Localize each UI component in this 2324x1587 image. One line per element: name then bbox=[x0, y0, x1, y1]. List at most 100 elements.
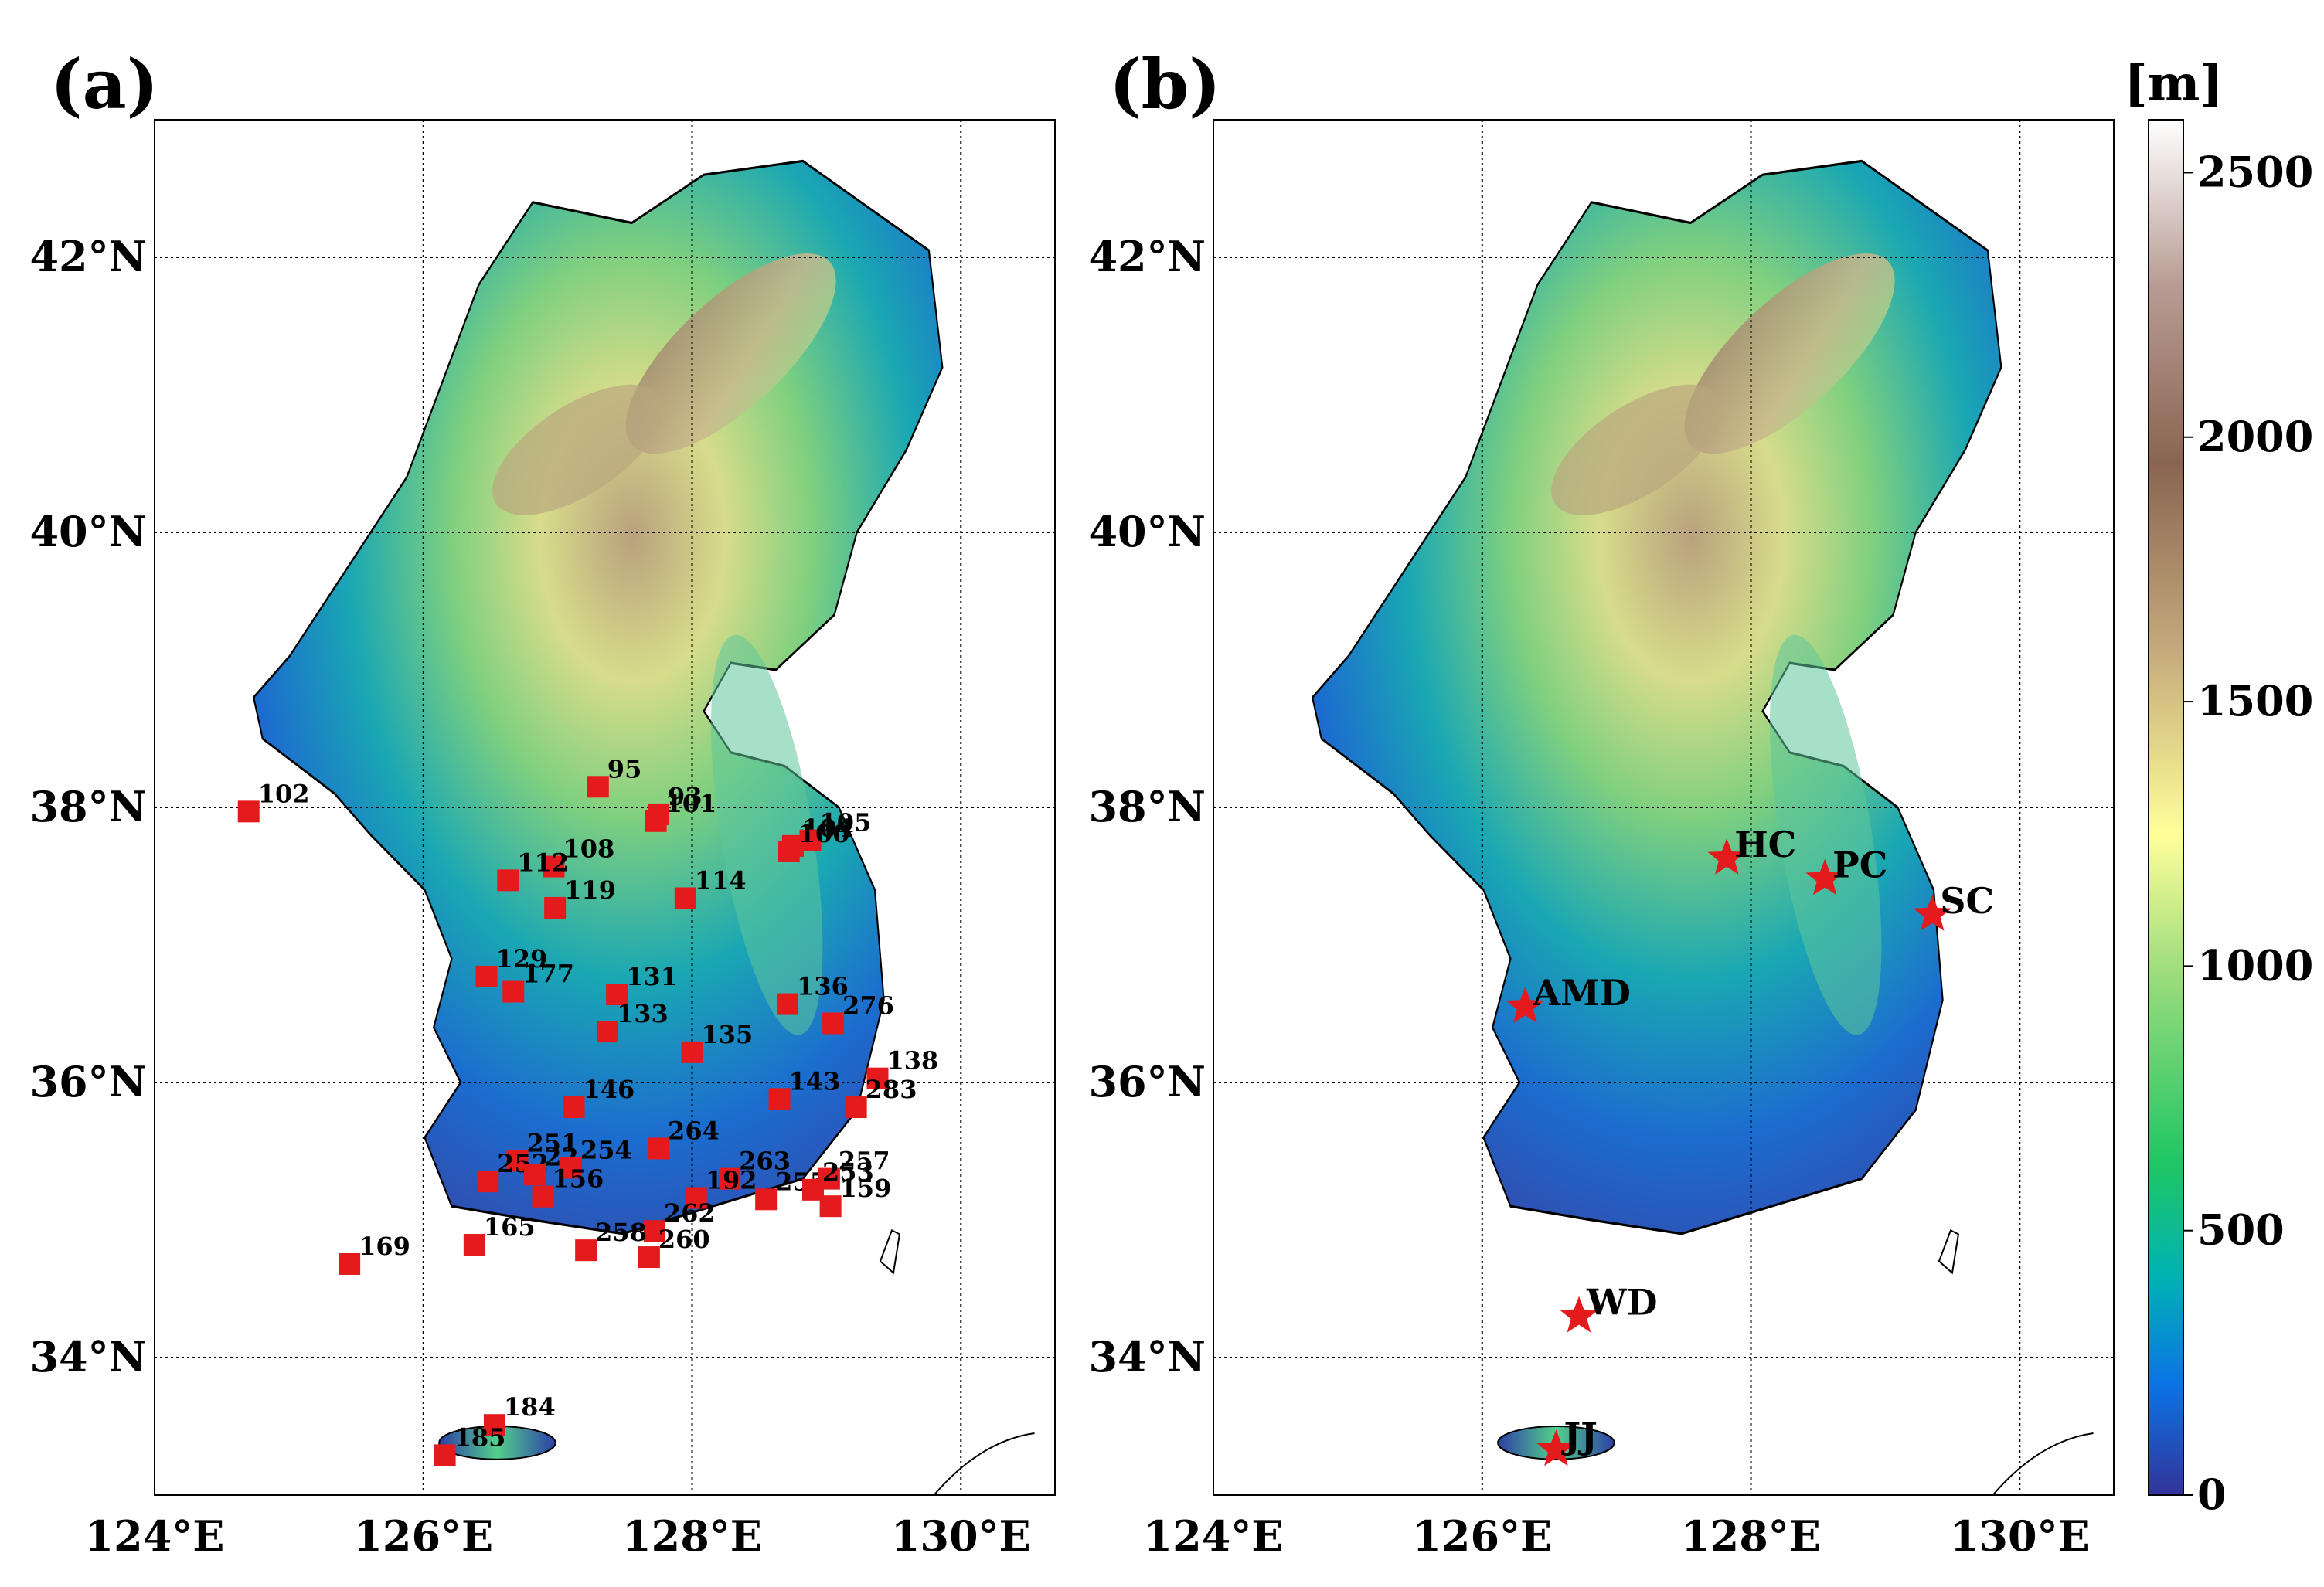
station-star bbox=[1560, 1296, 1598, 1333]
station-marker bbox=[776, 993, 798, 1015]
station-star bbox=[1913, 894, 1951, 931]
colorbar-tick-label: 0 bbox=[2197, 1470, 2227, 1519]
japan-coastline bbox=[933, 1432, 1035, 1495]
station-label: 177 bbox=[522, 960, 574, 989]
station-marker bbox=[524, 1164, 546, 1186]
lat-tick-label: 36°N bbox=[1088, 1057, 1206, 1106]
lat-tick-label: 42°N bbox=[29, 232, 147, 281]
station-label: 283 bbox=[866, 1075, 917, 1104]
colorbar-scale bbox=[2148, 119, 2184, 1496]
panel-label: (b) bbox=[1109, 44, 1221, 124]
station-label: 102 bbox=[258, 779, 310, 808]
station-marker bbox=[845, 1096, 867, 1119]
station-marker bbox=[819, 1195, 842, 1218]
station-marker bbox=[685, 1187, 707, 1209]
station-star bbox=[1805, 858, 1844, 895]
station-label: 143 bbox=[789, 1066, 841, 1096]
station-label: 159 bbox=[840, 1174, 892, 1203]
station-marker bbox=[866, 1067, 889, 1089]
lon-tick-label: 126°E bbox=[1412, 1511, 1552, 1561]
station-label: 192 bbox=[706, 1166, 757, 1195]
station-marker bbox=[339, 1252, 361, 1275]
station-label: 108 bbox=[563, 834, 614, 864]
colorbar-tick-label: 2500 bbox=[2197, 147, 2313, 196]
station-label: HC bbox=[1734, 824, 1796, 865]
station-label: 257 bbox=[839, 1147, 890, 1176]
station-label: 119 bbox=[564, 875, 616, 905]
station-label: 100 bbox=[798, 819, 850, 848]
station-marker bbox=[755, 1188, 778, 1211]
station-marker bbox=[719, 1167, 741, 1190]
highland bbox=[1684, 253, 1895, 454]
station-label: 251 bbox=[526, 1128, 578, 1157]
station-label: 185 bbox=[454, 1422, 506, 1452]
lat-tick-label: 40°N bbox=[29, 507, 147, 556]
station-marker bbox=[497, 869, 519, 892]
station-marker bbox=[638, 1246, 660, 1269]
map-area: HC PC SC AMD WD JJ bbox=[1213, 120, 2114, 1495]
station-marker bbox=[483, 1414, 505, 1436]
lon-tick-label: 128°E bbox=[1681, 1511, 1821, 1561]
colorbar-tick-label: 1500 bbox=[2197, 676, 2313, 726]
station-marker bbox=[543, 855, 565, 878]
station-marker bbox=[648, 1137, 670, 1160]
station-marker bbox=[768, 1088, 791, 1110]
station-marker bbox=[563, 1096, 585, 1119]
highland bbox=[711, 634, 823, 1035]
station-marker bbox=[606, 984, 628, 1006]
station-marker bbox=[587, 776, 609, 798]
station-label: 135 bbox=[702, 1020, 754, 1049]
panel-b: (b) HC PC SC AMD WD JJ 124°E 126°E 128°E 130°E 34°N… bbox=[1088, 44, 2115, 1561]
station-label: 114 bbox=[695, 865, 747, 895]
station-label: 258 bbox=[595, 1218, 647, 1247]
station-label: 129 bbox=[495, 944, 547, 974]
station-label: 131 bbox=[626, 962, 678, 991]
map-frame bbox=[1213, 119, 2115, 1496]
station-marker bbox=[645, 810, 667, 832]
highland bbox=[625, 253, 836, 454]
lon-tick-label: 124°E bbox=[85, 1511, 225, 1561]
colorbar-tick-label: 2000 bbox=[2197, 412, 2313, 461]
station-label: 133 bbox=[617, 999, 669, 1028]
station-star bbox=[1506, 987, 1545, 1024]
station-label: 263 bbox=[739, 1147, 791, 1176]
station-marker bbox=[575, 1239, 597, 1262]
station-marker bbox=[475, 965, 498, 987]
colorbar-title: [m] bbox=[2124, 55, 2223, 113]
lat-tick-label: 38°N bbox=[29, 782, 147, 831]
station-label: 112 bbox=[517, 848, 569, 877]
station-label: 95 bbox=[607, 754, 642, 783]
station-label: 101 bbox=[665, 789, 717, 818]
colorbar: [m] 0 500 1000 1500 2000 2500 bbox=[2124, 55, 2313, 1519]
station-label: JJ bbox=[1560, 1415, 1598, 1456]
station-label: 146 bbox=[584, 1075, 635, 1104]
station-star bbox=[1707, 838, 1746, 875]
station-label: 93 bbox=[668, 782, 703, 811]
station-marker bbox=[477, 1171, 499, 1193]
lon-tick-label: 126°E bbox=[353, 1511, 493, 1561]
station-label: WD bbox=[1586, 1282, 1658, 1324]
station-marker bbox=[434, 1444, 456, 1466]
station-label: 260 bbox=[658, 1225, 710, 1254]
station-label: 169 bbox=[359, 1232, 410, 1261]
station-marker bbox=[502, 980, 525, 1003]
station-marker bbox=[237, 800, 260, 823]
station-label: 253 bbox=[822, 1157, 874, 1187]
lat-tick-label: 40°N bbox=[1088, 507, 1206, 556]
station-label: 254 bbox=[580, 1135, 632, 1164]
station-label: PC bbox=[1832, 844, 1887, 886]
station-marker bbox=[822, 1012, 845, 1035]
japan-coastline bbox=[1992, 1432, 2094, 1495]
station-marker bbox=[643, 1220, 665, 1242]
lon-tick-label: 124°E bbox=[1144, 1511, 1284, 1561]
station-label: 276 bbox=[842, 991, 894, 1020]
station-marker bbox=[532, 1185, 554, 1208]
station-label: AMD bbox=[1532, 972, 1630, 1014]
station-label: 264 bbox=[668, 1116, 720, 1145]
highland bbox=[1770, 634, 1882, 1035]
station-marker bbox=[596, 1021, 618, 1043]
station-label: 136 bbox=[797, 972, 849, 1001]
